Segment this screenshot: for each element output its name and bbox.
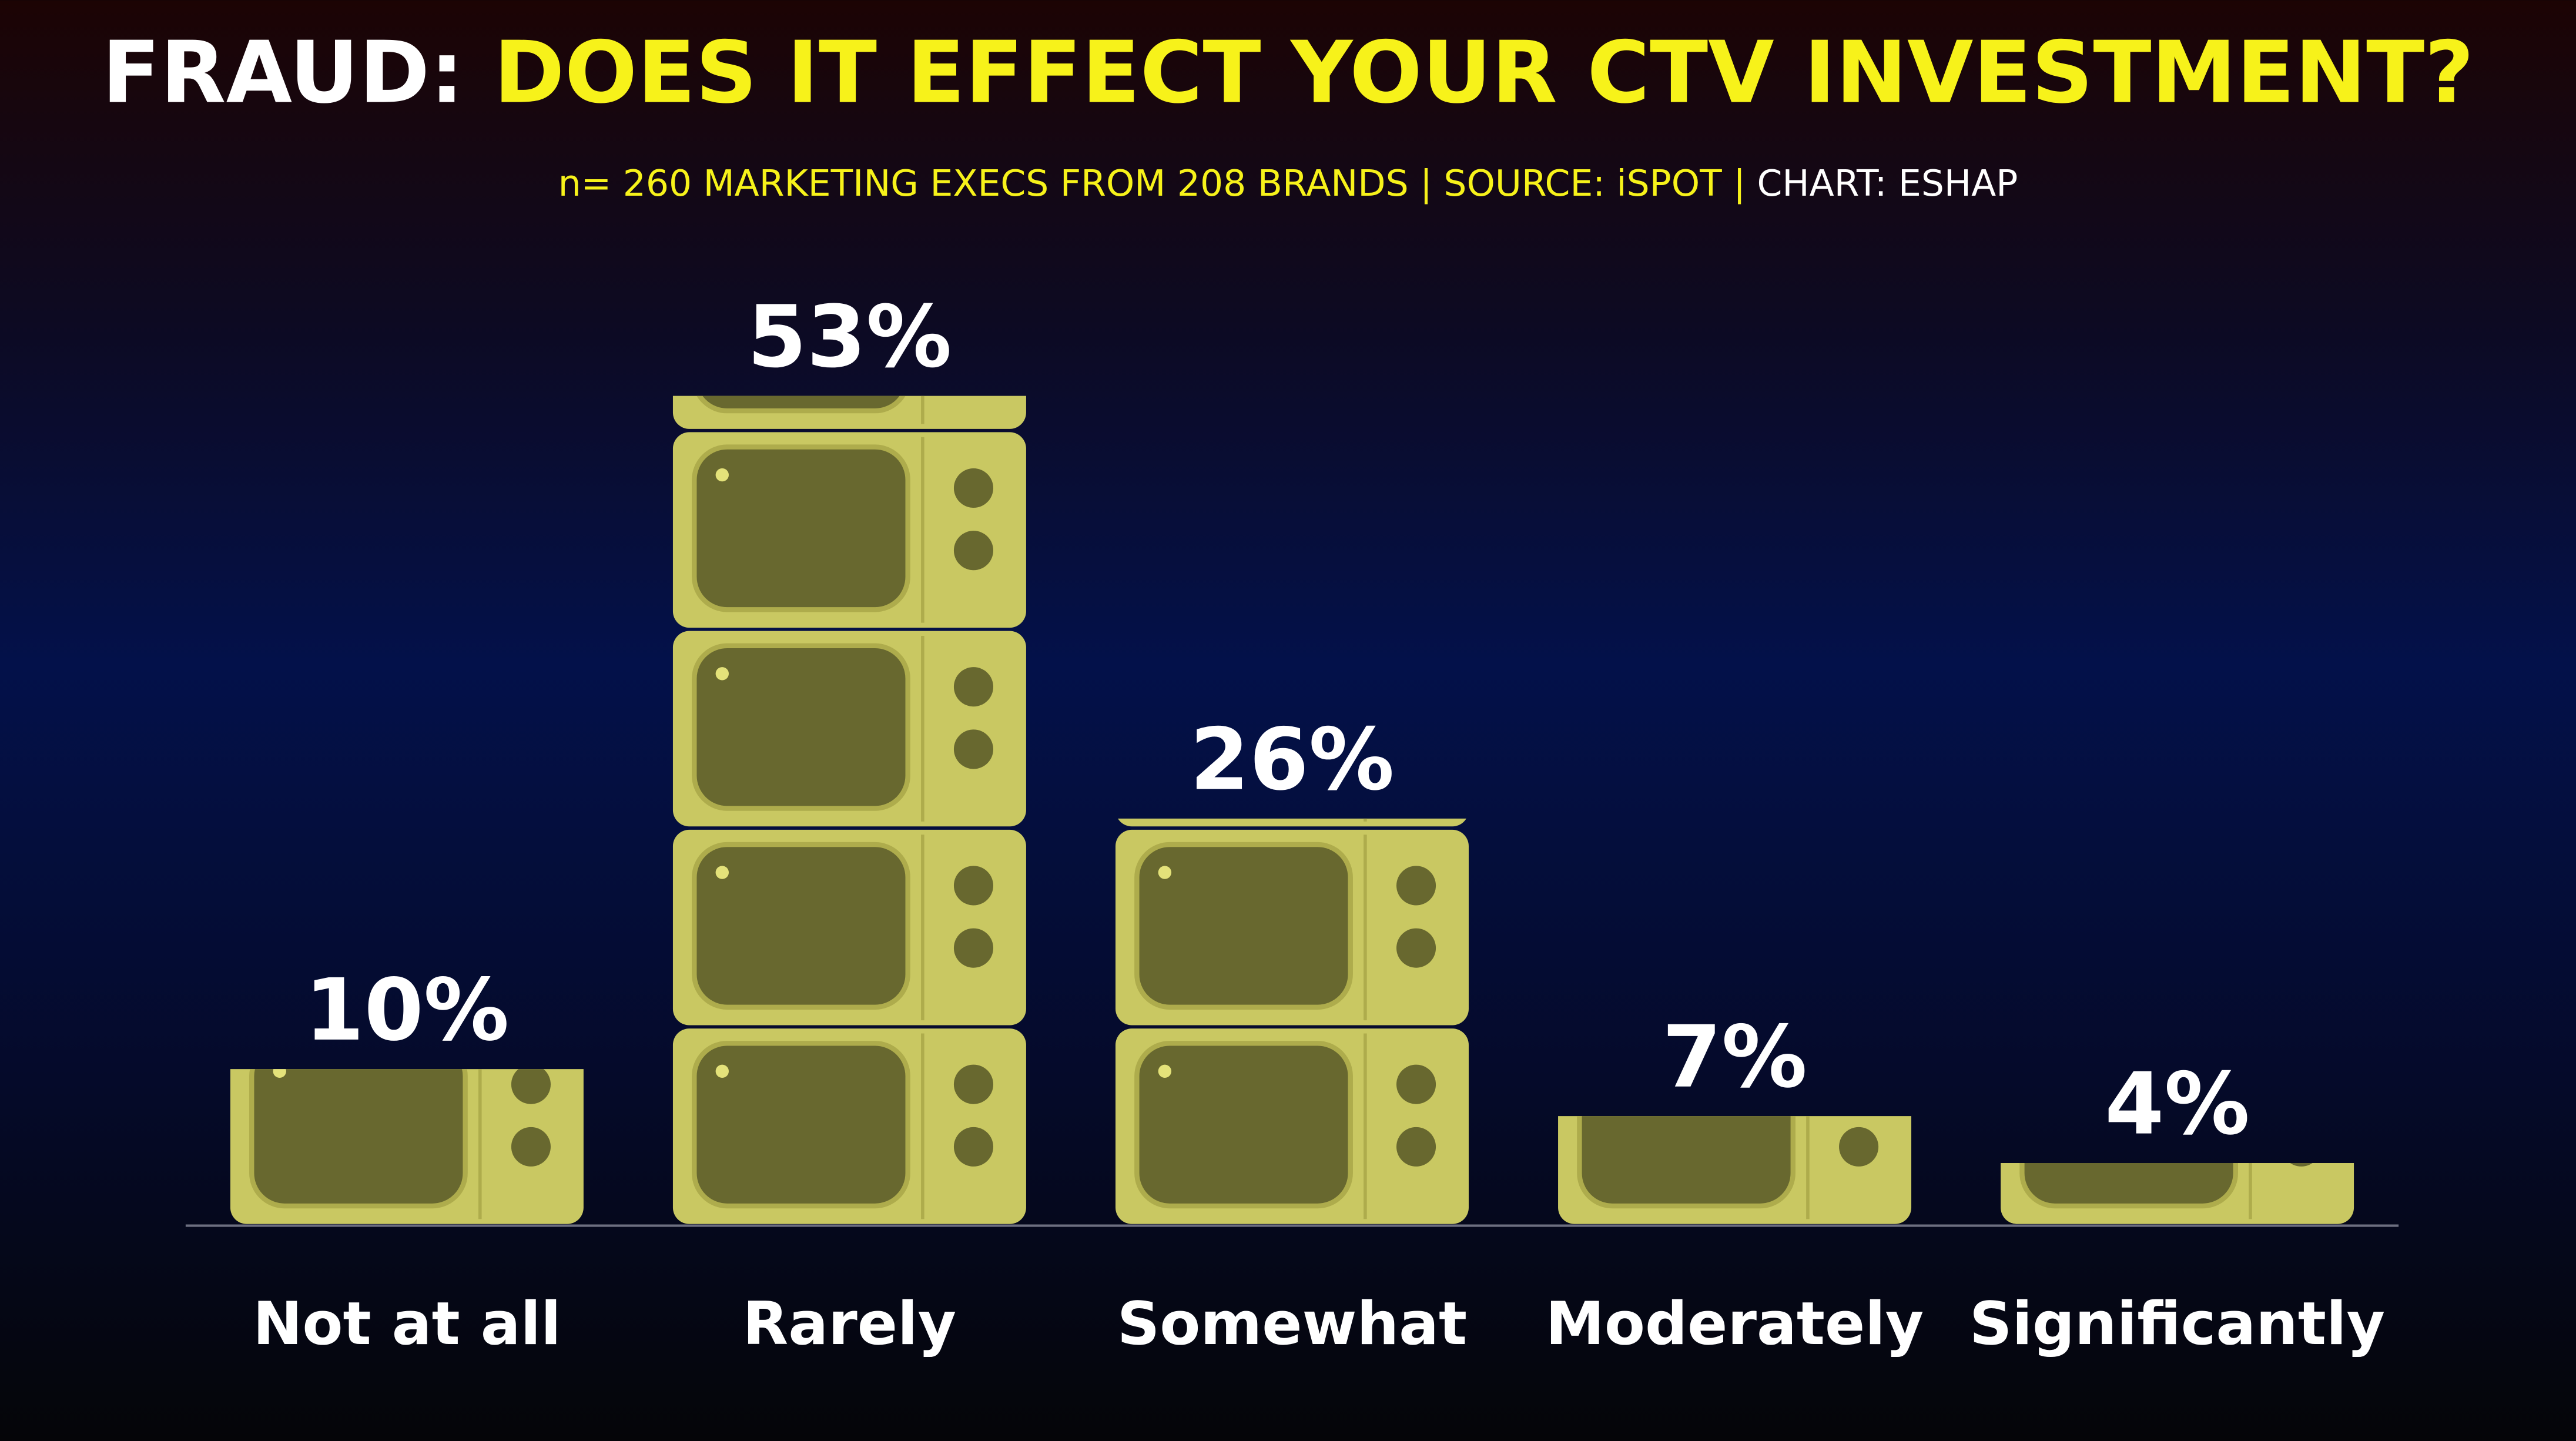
x-tick-label: Significantly: [1969, 1289, 2385, 1358]
title-lead: FRAUD:: [102, 24, 464, 123]
subtitle-source: n= 260 MARKETING EXECS FROM 208 BRANDS |…: [558, 162, 1746, 205]
tv-screen: [696, 396, 906, 414]
tv-screen: [692, 1041, 910, 1209]
x-tick-label: Moderately: [1546, 1289, 1924, 1358]
tv-glint: [715, 1064, 729, 1078]
tv-knob: [953, 667, 994, 707]
tv-glint: [1158, 866, 1172, 879]
tv-knob: [953, 1127, 994, 1167]
tv-knob: [1396, 866, 1436, 906]
tv-knob: [953, 1064, 994, 1104]
tv-knob: [2290, 1162, 2313, 1167]
tv-knob: [953, 729, 994, 769]
chart-title: FRAUD: DOES IT EFFECT YOUR CTV INVESTMEN…: [102, 24, 2474, 123]
tv-screen: [1577, 1116, 1796, 1209]
tv-glint: [1158, 1064, 1172, 1078]
tv-glint: [715, 468, 729, 482]
tv-screen: [1134, 1041, 1353, 1209]
tv-knob: [511, 1069, 551, 1104]
tv-screen: [692, 842, 910, 1010]
subtitle-credit: CHART: ESHAP: [1757, 162, 2018, 205]
x-tick-label: Rarely: [743, 1289, 956, 1358]
value-label: 7%: [1662, 1008, 1807, 1107]
tv-knob: [953, 531, 994, 571]
tv-knob: [953, 866, 994, 906]
bar: [1558, 1116, 1912, 1224]
tv-knob: [1396, 1064, 1436, 1104]
bar: [1115, 818, 1469, 1224]
x-tick-label: Not at all: [253, 1289, 561, 1358]
tv-knob: [1839, 1127, 1879, 1167]
chart-subtitle: n= 260 MARKETING EXECS FROM 208 BRANDS |…: [558, 162, 2018, 205]
tv-knob: [953, 468, 994, 508]
tv-screen: [2019, 1162, 2238, 1209]
tv-screen: [692, 643, 910, 811]
title-main: DOES IT EFFECT YOUR CTV INVESTMENT?: [494, 24, 2474, 123]
bar: [2001, 1162, 2354, 1224]
tv-knob: [511, 1127, 551, 1167]
value-label: 53%: [747, 287, 952, 387]
tv-knob: [1396, 928, 1436, 968]
tv-glint: [715, 667, 729, 681]
x-tick-label: Somewhat: [1117, 1289, 1467, 1358]
value-label: 26%: [1190, 711, 1395, 810]
tv-glint: [715, 866, 729, 879]
tv-glint: [273, 1069, 286, 1078]
value-label: 4%: [2105, 1055, 2250, 1154]
bar: [230, 1069, 584, 1224]
tv-screen: [1134, 842, 1353, 1010]
tv-screen: [692, 444, 910, 612]
tv-knob: [1396, 1127, 1436, 1167]
tv-body: [1118, 818, 1466, 827]
tv-knob: [953, 928, 994, 968]
value-label: 10%: [304, 961, 509, 1060]
bar: [672, 396, 1026, 1224]
tv-screen: [249, 1069, 468, 1209]
